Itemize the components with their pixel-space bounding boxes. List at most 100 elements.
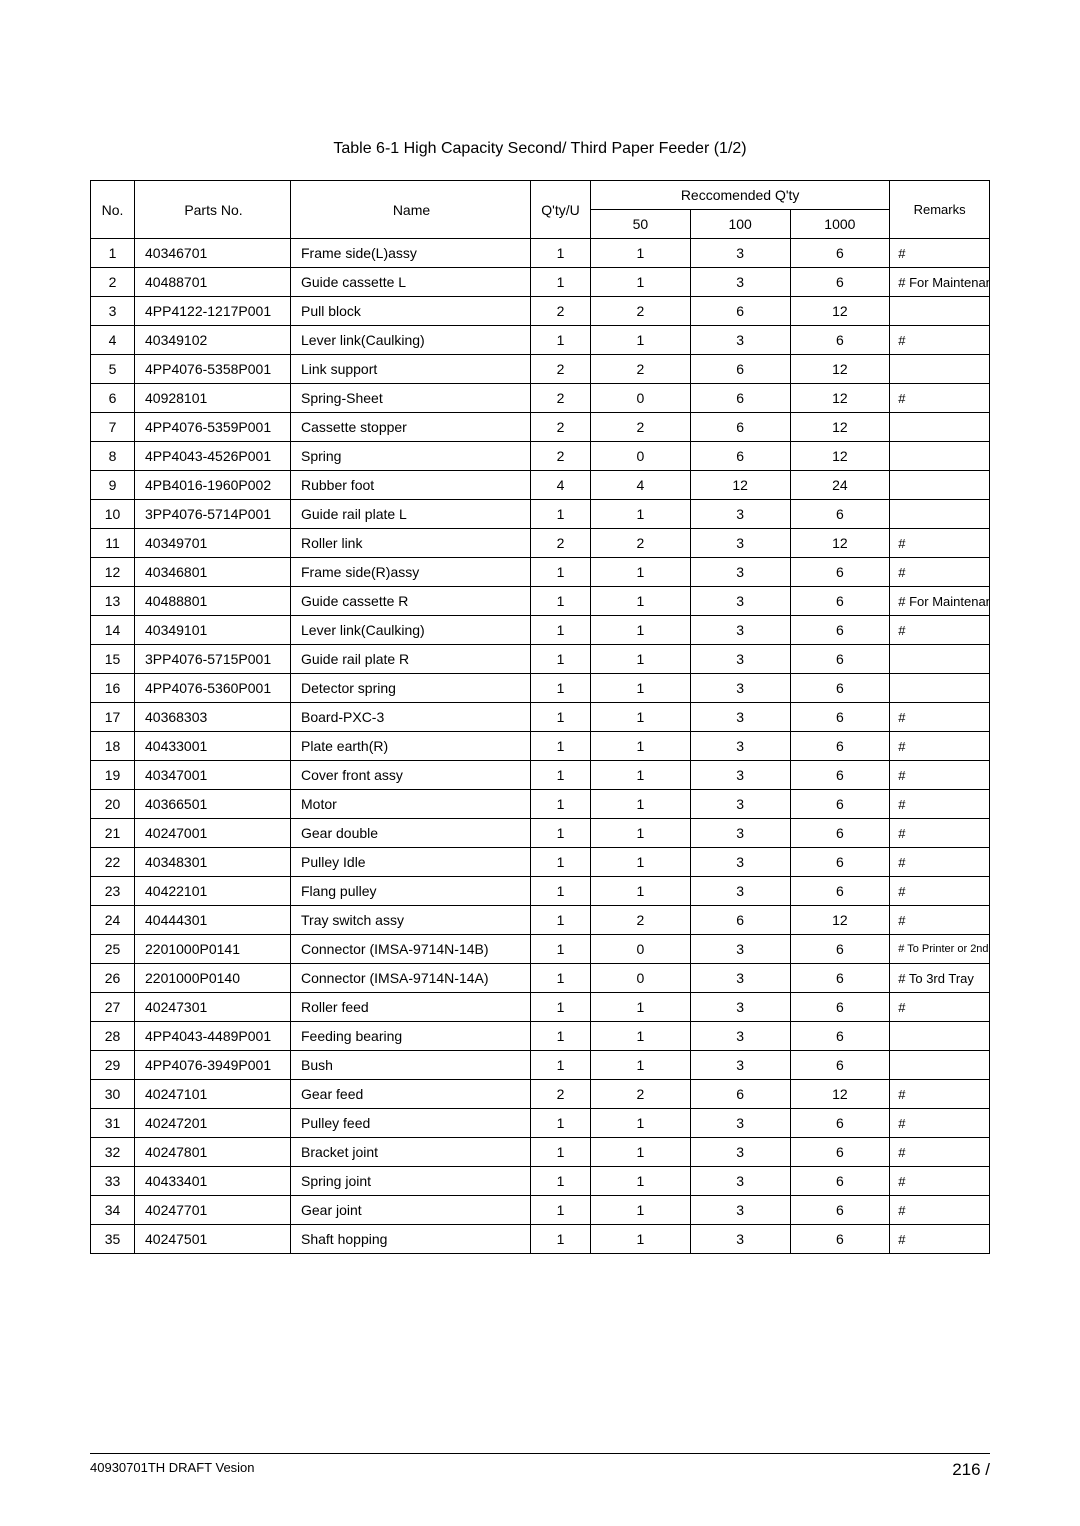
cell-remarks: # <box>890 616 990 645</box>
cell-remarks: # <box>890 1138 990 1167</box>
cell-qtyu: 1 <box>531 1225 591 1254</box>
cell-name: Connector (IMSA-9714N-14B) <box>291 935 531 964</box>
cell-no: 17 <box>91 703 135 732</box>
cell-remarks: # <box>890 384 990 413</box>
cell-qtyu: 1 <box>531 500 591 529</box>
cell-no: 5 <box>91 355 135 384</box>
cell-r100: 3 <box>690 877 790 906</box>
cell-r1000: 6 <box>790 1138 890 1167</box>
footer-page-number: 216 / <box>952 1460 990 1480</box>
cell-parts: 3PP4076-5715P001 <box>135 645 291 674</box>
cell-parts: 40422101 <box>135 877 291 906</box>
cell-no: 21 <box>91 819 135 848</box>
cell-name: Pull block <box>291 297 531 326</box>
table-row: 164PP4076-5360P001Detector spring1136 <box>91 674 990 703</box>
cell-remarks: # <box>890 848 990 877</box>
cell-r50: 1 <box>591 1225 691 1254</box>
table-row: 440349102Lever link(Caulking)1136# <box>91 326 990 355</box>
cell-qtyu: 1 <box>531 1109 591 1138</box>
table-row: 1240346801Frame side(R)assy1136# <box>91 558 990 587</box>
cell-r1000: 12 <box>790 355 890 384</box>
cell-parts: 40368303 <box>135 703 291 732</box>
cell-no: 4 <box>91 326 135 355</box>
cell-r50: 1 <box>591 790 691 819</box>
cell-remarks: # <box>890 529 990 558</box>
cell-r50: 1 <box>591 732 691 761</box>
parts-table: No. Parts No. Name Q'ty/U Reccomended Q'… <box>90 180 990 1254</box>
cell-name: Gear feed <box>291 1080 531 1109</box>
cell-r1000: 12 <box>790 442 890 471</box>
cell-remarks <box>890 442 990 471</box>
cell-r1000: 6 <box>790 877 890 906</box>
cell-no: 3 <box>91 297 135 326</box>
cell-r100: 3 <box>690 1138 790 1167</box>
cell-name: Spring <box>291 442 531 471</box>
cell-r1000: 12 <box>790 529 890 558</box>
cell-qtyu: 1 <box>531 239 591 268</box>
cell-qtyu: 1 <box>531 1051 591 1080</box>
cell-r1000: 6 <box>790 703 890 732</box>
cell-remarks: # <box>890 558 990 587</box>
cell-r1000: 6 <box>790 1167 890 1196</box>
table-row: 2740247301Roller feed1136# <box>91 993 990 1022</box>
cell-no: 29 <box>91 1051 135 1080</box>
table-row: 2240348301Pulley Idle1136# <box>91 848 990 877</box>
cell-remarks: # <box>890 761 990 790</box>
cell-qtyu: 1 <box>531 732 591 761</box>
cell-remarks: # <box>890 1109 990 1138</box>
table-row: 84PP4043-4526P001Spring20612 <box>91 442 990 471</box>
cell-qtyu: 1 <box>531 993 591 1022</box>
cell-qtyu: 1 <box>531 790 591 819</box>
cell-name: Roller feed <box>291 993 531 1022</box>
cell-r1000: 6 <box>790 935 890 964</box>
cell-no: 31 <box>91 1109 135 1138</box>
cell-parts: 40348301 <box>135 848 291 877</box>
cell-remarks: # <box>890 1080 990 1109</box>
cell-qtyu: 2 <box>531 384 591 413</box>
cell-r1000: 12 <box>790 384 890 413</box>
cell-remarks: # <box>890 732 990 761</box>
cell-no: 35 <box>91 1225 135 1254</box>
table-row: 1940347001Cover front assy1136# <box>91 761 990 790</box>
col-recc: Reccomended Q'ty <box>591 181 890 210</box>
cell-parts: 40488701 <box>135 268 291 297</box>
cell-r1000: 6 <box>790 616 890 645</box>
page-footer: 40930701TH DRAFT Vesion 216 / <box>90 1453 990 1480</box>
cell-parts: 40247301 <box>135 993 291 1022</box>
cell-r50: 1 <box>591 1022 691 1051</box>
cell-name: Connector (IMSA-9714N-14A) <box>291 964 531 993</box>
cell-r1000: 12 <box>790 1080 890 1109</box>
cell-r50: 2 <box>591 1080 691 1109</box>
cell-r1000: 6 <box>790 964 890 993</box>
cell-qtyu: 2 <box>531 355 591 384</box>
cell-qtyu: 1 <box>531 964 591 993</box>
cell-r100: 3 <box>690 761 790 790</box>
cell-no: 26 <box>91 964 135 993</box>
table-row: 240488701Guide cassette L1136# For Maint… <box>91 268 990 297</box>
table-row: 2140247001Gear double1136# <box>91 819 990 848</box>
cell-name: Guide cassette L <box>291 268 531 297</box>
cell-name: Frame side(R)assy <box>291 558 531 587</box>
cell-r100: 3 <box>690 1167 790 1196</box>
cell-r100: 6 <box>690 442 790 471</box>
cell-parts: 40347001 <box>135 761 291 790</box>
cell-parts: 40349102 <box>135 326 291 355</box>
table-row: 1840433001Plate earth(R)1136# <box>91 732 990 761</box>
cell-remarks: # To Printer or 2nd Tray <box>890 935 990 964</box>
cell-name: Roller link <box>291 529 531 558</box>
cell-qtyu: 2 <box>531 297 591 326</box>
cell-qtyu: 2 <box>531 1080 591 1109</box>
cell-remarks: # For Maintenance <box>890 587 990 616</box>
cell-r100: 3 <box>690 1225 790 1254</box>
cell-qtyu: 1 <box>531 587 591 616</box>
cell-r50: 1 <box>591 819 691 848</box>
cell-parts: 4PP4076-3949P001 <box>135 1051 291 1080</box>
cell-no: 20 <box>91 790 135 819</box>
cell-r50: 1 <box>591 1051 691 1080</box>
table-row: 252201000P0141Connector (IMSA-9714N-14B)… <box>91 935 990 964</box>
table-row: 640928101Spring-Sheet20612# <box>91 384 990 413</box>
cell-name: Frame side(L)assy <box>291 239 531 268</box>
table-row: 294PP4076-3949P001Bush1136 <box>91 1051 990 1080</box>
cell-name: Bush <box>291 1051 531 1080</box>
cell-r100: 3 <box>690 529 790 558</box>
